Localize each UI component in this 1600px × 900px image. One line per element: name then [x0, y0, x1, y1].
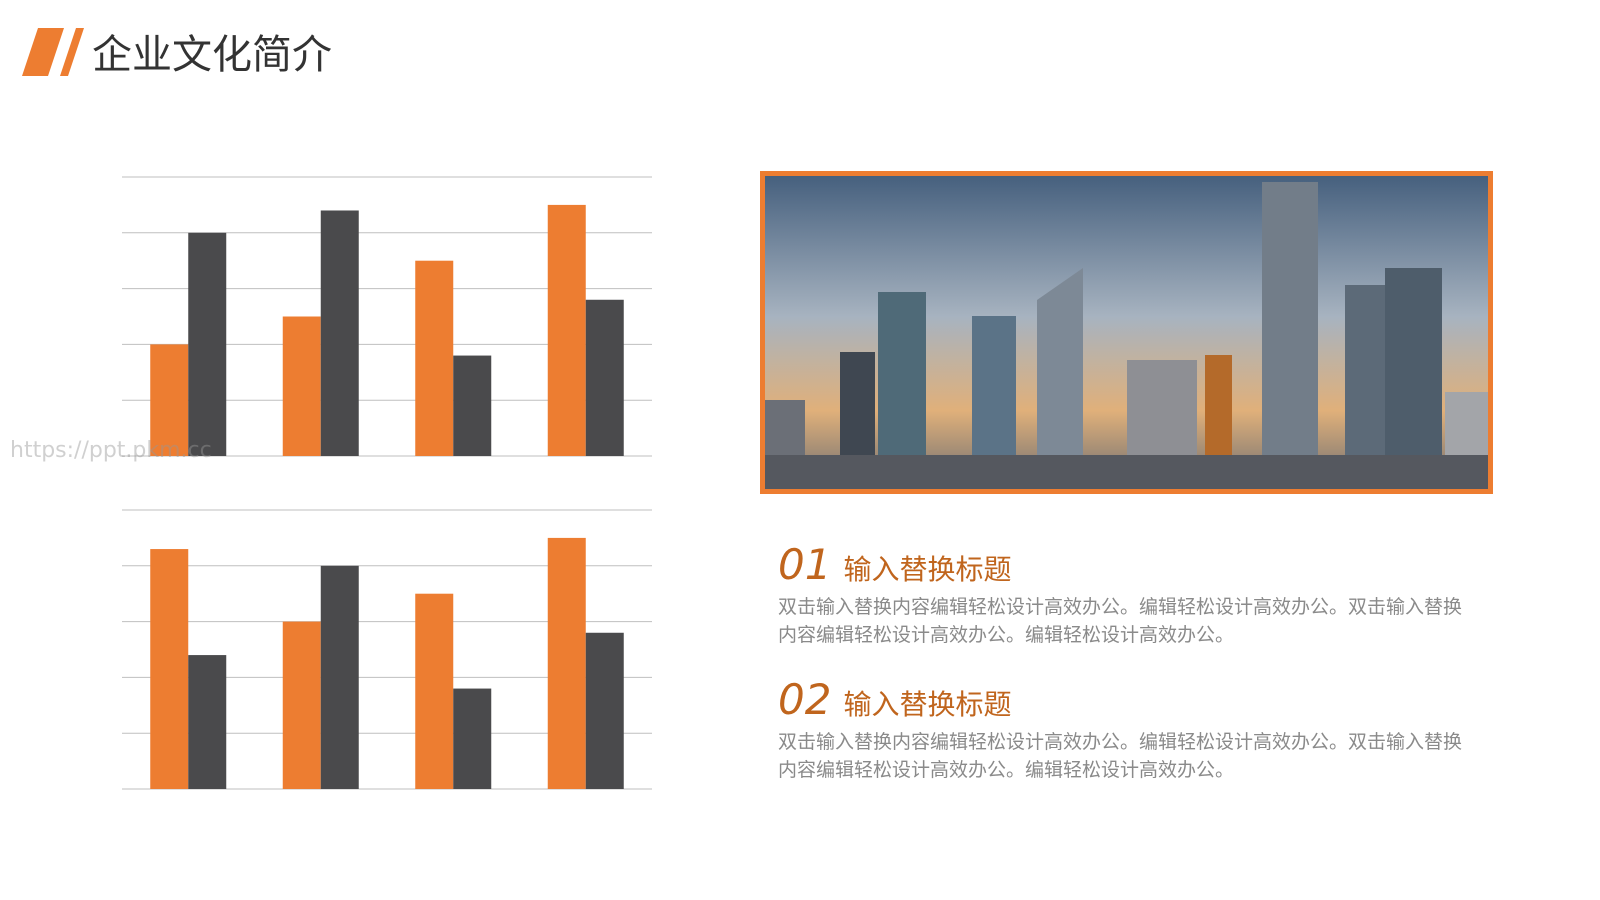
bar: [150, 344, 189, 456]
bar: [415, 260, 454, 456]
bar: [585, 299, 624, 456]
item: 01 输入替换标题 双击输入替换内容编辑轻松设计高效办公。编辑轻松设计高效办公。双…: [778, 540, 1468, 649]
bar: [453, 688, 492, 789]
bar: [547, 204, 586, 456]
bar: [453, 355, 492, 456]
item-number: 02: [778, 675, 832, 724]
bar: [320, 210, 359, 456]
slide-title: 企业文化简介: [92, 32, 332, 78]
bar: [320, 565, 359, 789]
bar: [188, 232, 227, 456]
bar: [282, 316, 321, 456]
title-mark: [22, 28, 64, 76]
photo: [760, 171, 1493, 494]
watermark: https://ppt.pkm.cc: [10, 438, 212, 463]
bar: [188, 655, 227, 789]
item-title: 输入替换标题: [843, 688, 1012, 721]
title-mark: [60, 28, 84, 76]
bar: [585, 632, 624, 789]
item: 02 输入替换标题 双击输入替换内容编辑轻松设计高效办公。编辑轻松设计高效办公。双…: [778, 675, 1468, 784]
bar: [547, 537, 586, 789]
item-number: 01: [778, 540, 832, 589]
bar: [282, 621, 321, 789]
item-body: 双击输入替换内容编辑轻松设计高效办公。编辑轻松设计高效办公。双击输入替换内容编辑…: [778, 596, 1463, 646]
item-title: 输入替换标题: [843, 553, 1012, 586]
bar: [415, 593, 454, 789]
item-body: 双击输入替换内容编辑轻松设计高效办公。编辑轻松设计高效办公。双击输入替换内容编辑…: [778, 731, 1463, 781]
bar: [150, 549, 189, 789]
